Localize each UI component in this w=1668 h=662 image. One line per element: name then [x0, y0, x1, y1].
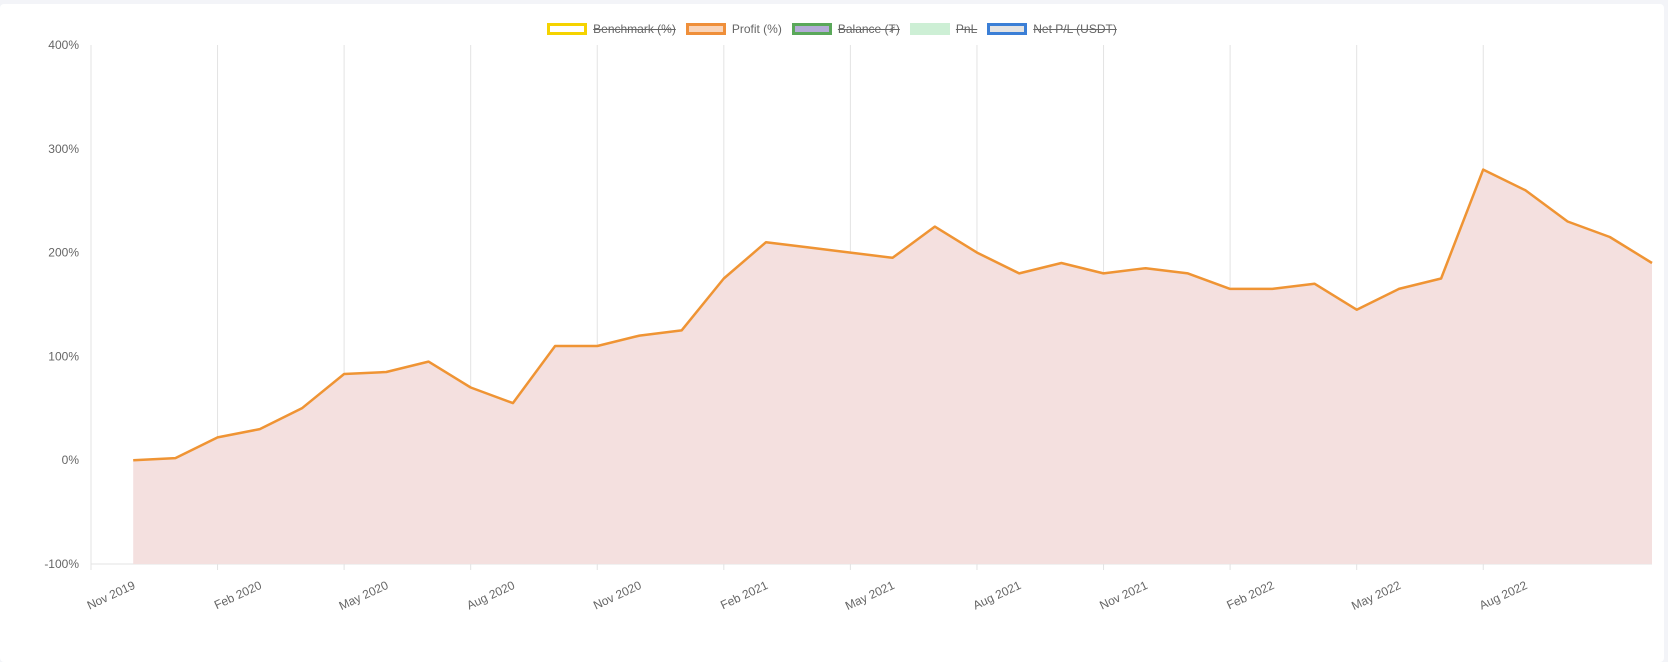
- legend-item[interactable]: Balance (₮): [791, 22, 900, 36]
- y-tick-label: 300%: [48, 142, 79, 156]
- x-tick-label: Nov 2019: [85, 578, 138, 613]
- x-tick-label: May 2022: [1349, 578, 1403, 613]
- x-tick-label: Aug 2022: [1477, 578, 1530, 613]
- legend-item[interactable]: Profit (%): [685, 22, 782, 36]
- x-tick-label: May 2021: [843, 578, 897, 613]
- legend-item[interactable]: Benchmark (%): [547, 22, 676, 36]
- legend-swatch: [791, 23, 832, 35]
- area-fill: [133, 169, 1653, 564]
- legend-label: PnL: [955, 22, 978, 36]
- x-tick-label: Feb 2021: [718, 578, 770, 612]
- legend: Benchmark (%) Profit (%) Balance (₮) PnL Net…: [0, 22, 1664, 36]
- legend-swatch: [685, 23, 726, 35]
- legend-label: Profit (%): [731, 22, 782, 36]
- y-tick-label: -100%: [44, 557, 79, 571]
- legend-swatch: [909, 23, 950, 35]
- y-tick-label: 200%: [48, 246, 79, 260]
- x-tick-label: Nov 2020: [591, 578, 644, 613]
- legend-label: Balance (₮): [837, 22, 900, 36]
- x-tick-label: May 2020: [337, 578, 391, 613]
- y-tick-label: 100%: [48, 349, 79, 363]
- x-tick-label: Aug 2020: [464, 578, 517, 613]
- line: [133, 168, 1653, 462]
- legend-item[interactable]: Net P/L (USDT): [987, 22, 1117, 36]
- x-tick-label: Feb 2020: [212, 578, 264, 612]
- legend-swatch: [987, 23, 1028, 35]
- chart: -100% 0% 100% 200% 300% 400% Nov 2019 Feb 2020 M…: [44, 38, 1653, 613]
- x-tick-label: Nov 2021: [1097, 578, 1150, 613]
- x-tick-label: Feb 2022: [1224, 578, 1276, 612]
- x-tick-label: Aug 2021: [971, 578, 1024, 613]
- y-tick-label: 400%: [48, 38, 79, 52]
- legend-label: Benchmark (%): [593, 22, 676, 36]
- y-tick-label: 0%: [62, 453, 80, 467]
- chart-card: Benchmark (%) Profit (%) Balance (₮) PnL Net…: [0, 4, 1664, 662]
- legend-label: Net P/L (USDT): [1033, 22, 1117, 36]
- legend-swatch: [547, 23, 588, 35]
- legend-item[interactable]: PnL: [909, 22, 978, 36]
